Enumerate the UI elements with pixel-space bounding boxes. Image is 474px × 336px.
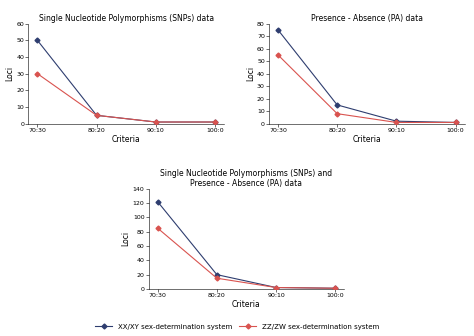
Y-axis label: Loci: Loci	[5, 66, 14, 81]
Legend: XX/XY sex-determination system, ZZ/ZW sex-determination system: XX/XY sex-determination system, ZZ/ZW se…	[92, 321, 382, 333]
X-axis label: Criteria: Criteria	[112, 135, 141, 144]
Title: Single Nucleotide Polymorphisms (SNPs) data: Single Nucleotide Polymorphisms (SNPs) d…	[38, 14, 214, 23]
Title: Single Nucleotide Polymorphisms (SNPs) and
Presence - Absence (PA) data: Single Nucleotide Polymorphisms (SNPs) a…	[160, 169, 333, 188]
X-axis label: Criteria: Criteria	[352, 135, 381, 144]
Title: Presence - Absence (PA) data: Presence - Absence (PA) data	[311, 14, 423, 23]
X-axis label: Criteria: Criteria	[232, 300, 261, 309]
Y-axis label: Loci: Loci	[122, 231, 131, 246]
Y-axis label: Loci: Loci	[246, 66, 255, 81]
